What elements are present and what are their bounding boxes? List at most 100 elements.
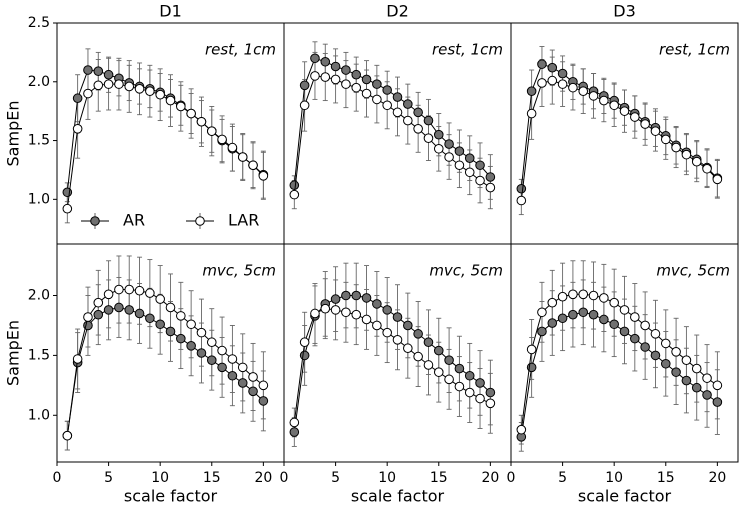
marker [454, 160, 465, 171]
marker [155, 89, 165, 100]
marker [464, 167, 475, 178]
marker [217, 345, 227, 356]
marker [320, 303, 331, 314]
marker [351, 69, 362, 80]
marker [351, 82, 362, 93]
marker [526, 86, 537, 96]
line [293, 295, 491, 433]
marker [650, 350, 661, 361]
y-tick-label: 1.5 [28, 133, 50, 149]
marker [485, 172, 496, 182]
marker [599, 293, 609, 303]
marker [217, 134, 227, 145]
marker [206, 355, 217, 365]
marker [547, 297, 558, 308]
marker [464, 387, 475, 398]
marker [176, 311, 186, 321]
marker [186, 341, 196, 351]
marker [423, 133, 434, 144]
marker [712, 380, 723, 391]
marker [227, 370, 238, 381]
marker [258, 380, 269, 391]
marker [526, 108, 537, 119]
marker [444, 139, 454, 149]
marker [691, 382, 702, 393]
marker [423, 115, 434, 126]
marker [310, 53, 320, 64]
marker [660, 358, 671, 369]
marker [454, 363, 465, 374]
marker [568, 82, 578, 93]
marker [320, 56, 331, 67]
marker [134, 308, 145, 319]
marker [124, 81, 135, 92]
marker [619, 106, 630, 116]
marker [475, 378, 485, 388]
marker [413, 123, 423, 134]
marker [578, 307, 589, 318]
marker [310, 308, 320, 319]
marker [660, 338, 671, 349]
marker [176, 101, 186, 112]
marker [299, 337, 310, 348]
x-tick-label: 15 [430, 470, 448, 486]
line [520, 311, 718, 437]
panel-title: D1 [159, 2, 182, 21]
marker [155, 319, 165, 330]
y-axis-label: SampEn [4, 320, 23, 386]
marker [145, 313, 155, 324]
marker [114, 284, 124, 295]
x-tick-label: 0 [280, 470, 289, 486]
marker [351, 309, 362, 320]
marker [588, 309, 599, 320]
marker [537, 307, 547, 318]
x-axis-label: scale factor [578, 487, 672, 506]
marker [516, 183, 527, 194]
marker [361, 314, 372, 325]
x-tick-label: 20 [481, 470, 499, 486]
marker [568, 309, 578, 320]
marker [516, 424, 527, 435]
marker [72, 354, 83, 364]
marker [372, 320, 382, 331]
x-tick-label: 20 [708, 470, 726, 486]
marker [702, 390, 712, 400]
marker [237, 362, 248, 373]
axes-frame [510, 243, 739, 463]
marker [609, 100, 619, 111]
marker [248, 386, 258, 397]
marker [227, 142, 238, 153]
marker [671, 142, 681, 153]
marker [485, 387, 496, 398]
annotation: mvc, 5cm [656, 262, 730, 280]
line [520, 80, 718, 201]
marker [702, 373, 712, 383]
marker [640, 320, 650, 331]
marker [165, 95, 176, 106]
marker [578, 86, 589, 96]
marker [681, 355, 692, 365]
marker [330, 305, 341, 315]
marker [568, 289, 578, 300]
marker [299, 80, 310, 91]
marker [299, 350, 310, 361]
marker [320, 72, 331, 82]
marker [258, 171, 269, 181]
x-tick-label: 0 [507, 470, 516, 486]
marker [134, 84, 145, 94]
annotation: mvc, 5cm [429, 262, 503, 280]
legend-marker [195, 216, 205, 226]
marker [671, 367, 681, 377]
marker [124, 305, 135, 315]
marker [93, 297, 104, 308]
marker [382, 327, 392, 338]
marker [681, 149, 692, 160]
marker [258, 396, 269, 406]
x-tick-label: 15 [203, 470, 221, 486]
marker [650, 126, 661, 136]
marker [671, 347, 681, 357]
marker [72, 93, 83, 104]
marker [176, 333, 186, 344]
marker [196, 116, 207, 127]
marker [433, 345, 444, 356]
